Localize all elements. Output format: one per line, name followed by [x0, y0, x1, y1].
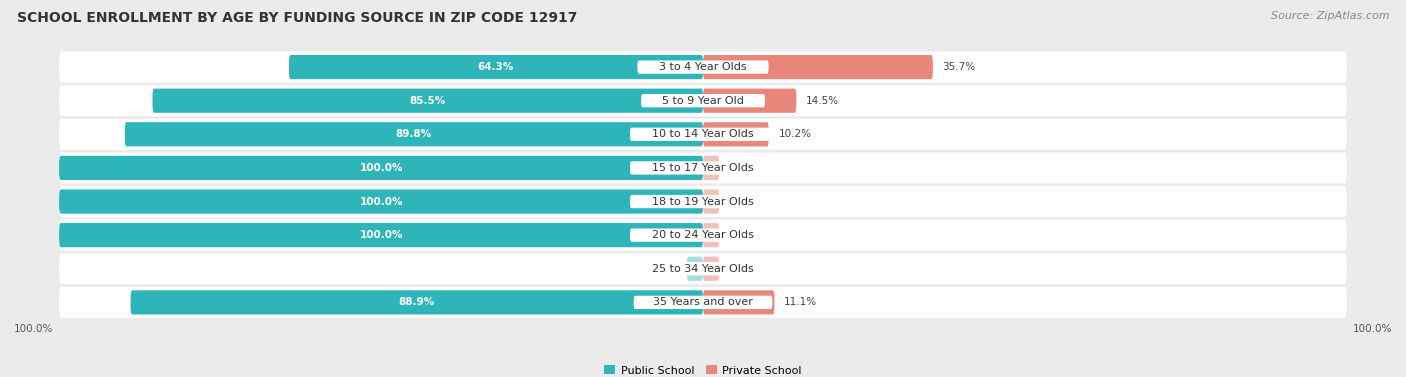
- Text: 0.0%: 0.0%: [728, 196, 755, 207]
- Text: 100.0%: 100.0%: [14, 324, 53, 334]
- Text: 0.0%: 0.0%: [728, 230, 755, 240]
- FancyBboxPatch shape: [59, 119, 1347, 150]
- Text: 3 to 4 Year Olds: 3 to 4 Year Olds: [659, 62, 747, 72]
- Text: 88.9%: 88.9%: [399, 297, 434, 307]
- FancyBboxPatch shape: [634, 296, 772, 309]
- Text: 18 to 19 Year Olds: 18 to 19 Year Olds: [652, 196, 754, 207]
- Text: 10 to 14 Year Olds: 10 to 14 Year Olds: [652, 129, 754, 139]
- Text: 0.0%: 0.0%: [728, 163, 755, 173]
- FancyBboxPatch shape: [703, 223, 718, 247]
- FancyBboxPatch shape: [703, 189, 718, 214]
- Text: 14.5%: 14.5%: [806, 96, 839, 106]
- FancyBboxPatch shape: [688, 257, 703, 281]
- FancyBboxPatch shape: [703, 122, 769, 146]
- Text: 100.0%: 100.0%: [360, 163, 402, 173]
- FancyBboxPatch shape: [630, 228, 776, 242]
- FancyBboxPatch shape: [59, 189, 703, 214]
- FancyBboxPatch shape: [703, 257, 718, 281]
- Text: 64.3%: 64.3%: [478, 62, 515, 72]
- FancyBboxPatch shape: [703, 89, 796, 113]
- FancyBboxPatch shape: [59, 253, 1347, 284]
- FancyBboxPatch shape: [630, 128, 776, 141]
- FancyBboxPatch shape: [125, 122, 703, 146]
- Text: 20 to 24 Year Olds: 20 to 24 Year Olds: [652, 230, 754, 240]
- Text: 35 Years and over: 35 Years and over: [652, 297, 754, 307]
- Text: 35.7%: 35.7%: [942, 62, 976, 72]
- FancyBboxPatch shape: [703, 55, 932, 79]
- FancyBboxPatch shape: [59, 85, 1347, 116]
- FancyBboxPatch shape: [59, 186, 1347, 217]
- FancyBboxPatch shape: [630, 195, 776, 208]
- Text: 11.1%: 11.1%: [785, 297, 817, 307]
- Text: 25 to 34 Year Olds: 25 to 34 Year Olds: [652, 264, 754, 274]
- Text: 100.0%: 100.0%: [1353, 324, 1392, 334]
- Text: 0.0%: 0.0%: [728, 264, 755, 274]
- Text: 0.0%: 0.0%: [654, 264, 681, 274]
- FancyBboxPatch shape: [59, 52, 1347, 83]
- Text: 5 to 9 Year Old: 5 to 9 Year Old: [662, 96, 744, 106]
- FancyBboxPatch shape: [637, 60, 769, 74]
- FancyBboxPatch shape: [703, 156, 718, 180]
- FancyBboxPatch shape: [59, 152, 1347, 183]
- FancyBboxPatch shape: [59, 156, 703, 180]
- FancyBboxPatch shape: [290, 55, 703, 79]
- FancyBboxPatch shape: [152, 89, 703, 113]
- Text: 100.0%: 100.0%: [360, 196, 402, 207]
- FancyBboxPatch shape: [59, 287, 1347, 318]
- FancyBboxPatch shape: [641, 94, 765, 107]
- Legend: Public School, Private School: Public School, Private School: [600, 361, 806, 377]
- FancyBboxPatch shape: [59, 223, 703, 247]
- Text: Source: ZipAtlas.com: Source: ZipAtlas.com: [1271, 11, 1389, 21]
- Text: 10.2%: 10.2%: [779, 129, 811, 139]
- Text: 85.5%: 85.5%: [409, 96, 446, 106]
- Text: SCHOOL ENROLLMENT BY AGE BY FUNDING SOURCE IN ZIP CODE 12917: SCHOOL ENROLLMENT BY AGE BY FUNDING SOUR…: [17, 11, 578, 25]
- FancyBboxPatch shape: [131, 290, 703, 314]
- FancyBboxPatch shape: [59, 220, 1347, 251]
- FancyBboxPatch shape: [630, 262, 776, 276]
- Text: 89.8%: 89.8%: [396, 129, 432, 139]
- FancyBboxPatch shape: [703, 290, 775, 314]
- Text: 15 to 17 Year Olds: 15 to 17 Year Olds: [652, 163, 754, 173]
- FancyBboxPatch shape: [630, 161, 776, 175]
- Text: 100.0%: 100.0%: [360, 230, 402, 240]
